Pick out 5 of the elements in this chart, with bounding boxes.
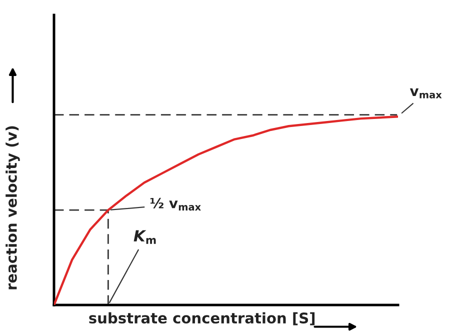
annotation: K$_{m}$ bbox=[134, 230, 156, 244]
ref-line-label: v$_{max}$ bbox=[410, 88, 442, 98]
ref-line-label: ½ v$_{max}$ bbox=[150, 198, 201, 211]
x-axis-title: substrate concentration [S] bbox=[89, 312, 315, 326]
y-axis-title: reaction velocity (v) bbox=[6, 126, 20, 290]
